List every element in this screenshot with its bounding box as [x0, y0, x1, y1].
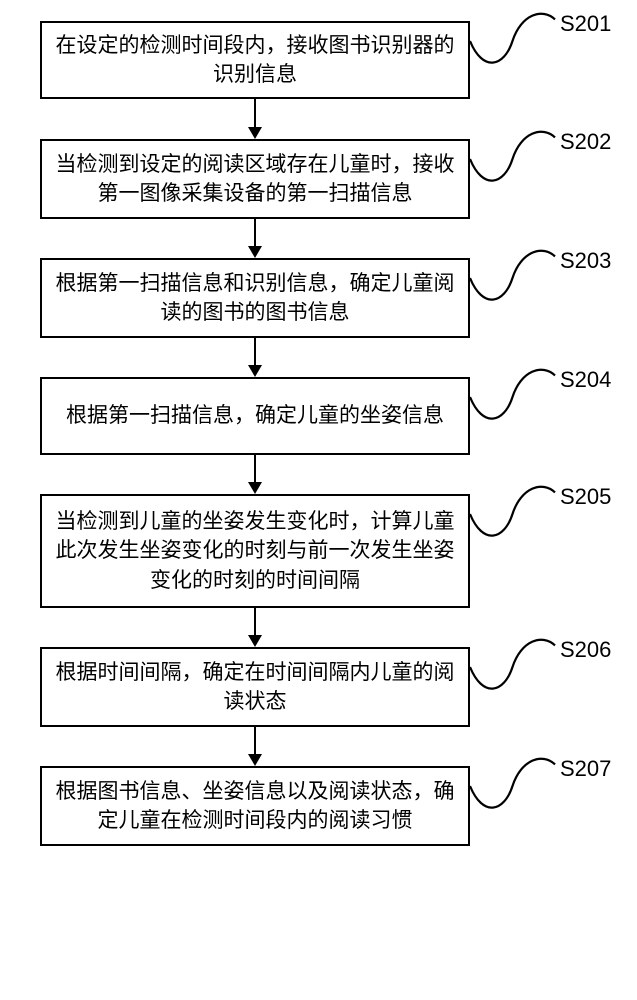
step-label-s207: S207 [560, 756, 611, 782]
